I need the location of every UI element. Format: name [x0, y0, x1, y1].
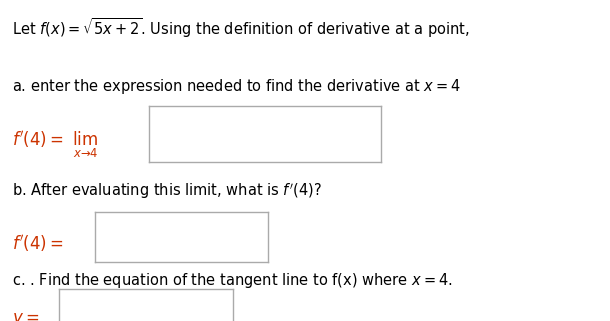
Text: Let $f(x) = \sqrt{5x+2}$. Using the definition of derivative at a point,: Let $f(x) = \sqrt{5x+2}$. Using the defi…: [12, 16, 470, 40]
Text: b. After evaluating this limit, what is $f'(4)$?: b. After evaluating this limit, what is …: [12, 181, 322, 201]
Text: a. enter the expression needed to find the derivative at $x = 4$: a. enter the expression needed to find t…: [12, 77, 461, 96]
Text: $f'(4) = \ \lim_{x \to 4}$: $f'(4) = \ \lim_{x \to 4}$: [12, 130, 99, 161]
Text: $y = $: $y = $: [12, 311, 40, 321]
Text: c. . Find the equation of the tangent line to f(x) where $x = 4.$: c. . Find the equation of the tangent li…: [12, 271, 453, 290]
Text: $f'(4) = $: $f'(4) = $: [12, 233, 64, 254]
